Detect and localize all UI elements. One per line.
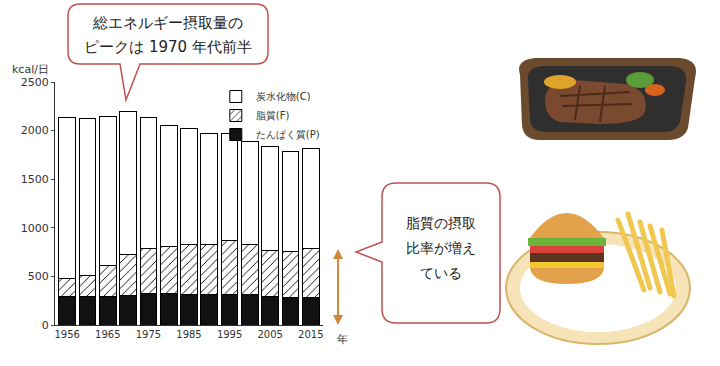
svg-text:総エネルギー摂取量の: 総エネルギー摂取量の [92,14,243,32]
svg-text:1500: 1500 [21,173,49,186]
svg-text:2015: 2015 [298,329,323,340]
svg-text:比率が増え: 比率が増え [406,240,476,256]
svg-text:2500: 2500 [21,76,49,89]
svg-text:たんぱく質(P): たんぱく質(P) [256,129,320,140]
svg-text:炭水化物(C): 炭水化物(C) [256,91,311,102]
svg-text:年: 年 [337,333,348,346]
svg-text:ている: ている [420,265,462,281]
svg-text:2005: 2005 [257,329,282,340]
svg-text:ピークは 1970 年代前半: ピークは 1970 年代前半 [84,38,252,56]
svg-text:kcal/日: kcal/日 [12,63,49,76]
svg-text:1985: 1985 [176,329,201,340]
svg-text:2000: 2000 [21,124,49,137]
svg-text:1965: 1965 [95,329,120,340]
svg-text:脂質(F): 脂質(F) [256,110,290,121]
svg-text:1956: 1956 [54,329,79,340]
svg-text:脂質の摂取: 脂質の摂取 [406,215,476,231]
svg-text:1975: 1975 [136,329,161,340]
svg-text:0: 0 [42,319,49,332]
svg-text:1000: 1000 [21,222,49,235]
svg-text:500: 500 [28,270,49,283]
svg-text:1995: 1995 [217,329,242,340]
